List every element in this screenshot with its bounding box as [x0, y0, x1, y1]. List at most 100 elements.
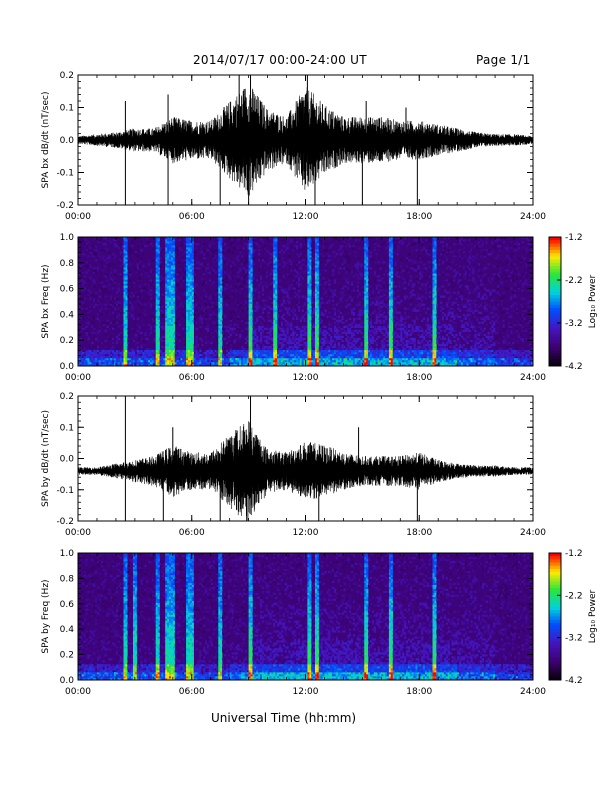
- spectrogram-cell: [297, 363, 301, 367]
- spectrogram-cell: [191, 249, 194, 252]
- spectrogram-cell: [216, 363, 219, 367]
- spectrogram-cell: [157, 357, 160, 361]
- spectrogram-cell: [155, 353, 158, 357]
- spectrogram-cell: [112, 351, 115, 355]
- spectrogram-cell: [172, 341, 175, 345]
- spectrogram-cell: [115, 291, 119, 294]
- spectrogram-cell: [108, 263, 111, 266]
- spectrogram-cell: [119, 273, 122, 276]
- spectrogram-cell: [339, 259, 342, 262]
- spectrogram-cell: [112, 363, 115, 367]
- spectrogram-cell: [87, 337, 90, 341]
- spectrogram-cell: [186, 247, 189, 250]
- spectrogram-cell: [337, 357, 340, 361]
- spectrogram-cell: [275, 307, 278, 310]
- spectrogram-cell: [222, 303, 225, 306]
- spectrogram-cell: [275, 279, 278, 282]
- spectrogram-cell: [180, 361, 183, 365]
- spectrogram-cell: [332, 257, 335, 260]
- spectrogram-cell: [316, 295, 320, 298]
- spectrogram-cell: [218, 275, 221, 278]
- spectrogram-cell: [85, 357, 88, 361]
- spectrogram-cell: [151, 355, 155, 359]
- spectrogram-cell: [248, 363, 251, 367]
- spectrogram-cell: [265, 327, 268, 331]
- spectrogram-cell: [309, 349, 312, 353]
- spectrogram-cell: [159, 357, 162, 361]
- spectrogram-cell: [313, 251, 316, 254]
- spectrogram-cell: [167, 357, 170, 361]
- spectrogram-cell: [286, 307, 289, 310]
- spectrogram-cell: [167, 339, 170, 343]
- spectrogram-cell: [140, 303, 143, 306]
- spectrogram-cell: [297, 277, 301, 280]
- spectrogram-cell: [314, 299, 318, 302]
- spectrogram-cell: [286, 339, 289, 343]
- spectrogram-cell: [114, 277, 117, 280]
- spectrogram-cell: [129, 359, 132, 363]
- spectrogram-cell: [305, 285, 308, 288]
- spectrogram-cell: [169, 265, 172, 268]
- spectrogram-cell: [330, 341, 333, 345]
- spectrogram-cell: [337, 319, 340, 322]
- spectrogram-cell: [197, 263, 200, 266]
- spectrogram-cell: [303, 271, 306, 274]
- spectrogram-cell: [313, 259, 316, 262]
- spectrogram-cell: [292, 237, 295, 240]
- spectrogram-cell: [271, 275, 274, 278]
- spectrogram-cell: [172, 321, 175, 324]
- spectrogram-cell: [127, 313, 130, 316]
- spectrogram-cell: [233, 357, 236, 361]
- spectrogram-cell: [146, 353, 149, 357]
- spectrogram-cell: [296, 253, 299, 256]
- spectrogram-cell: [332, 357, 335, 361]
- spectrogram-cell: [117, 307, 121, 310]
- spectrogram-cell: [157, 241, 160, 244]
- spectrogram-cell: [144, 309, 147, 312]
- spectrogram-cell: [119, 309, 122, 312]
- spectrogram-cell: [189, 307, 193, 310]
- spectrogram-cell: [108, 353, 111, 357]
- spectrogram-cell: [324, 291, 327, 294]
- spectrogram-cell: [309, 345, 312, 349]
- spectrogram-cell: [284, 291, 287, 294]
- spectrogram-cell: [157, 333, 160, 337]
- spectrogram-cell: [335, 295, 339, 298]
- spectrogram-cell: [318, 249, 321, 252]
- spectrogram-cell: [81, 243, 84, 246]
- spectrogram-cell: [165, 283, 168, 286]
- spectrogram-cell: [176, 289, 179, 292]
- spectrogram-cell: [263, 347, 266, 351]
- spectrogram-cell: [104, 363, 107, 367]
- spectrogram-cell: [328, 323, 331, 326]
- spectrogram-cell: [155, 307, 158, 310]
- spectrogram-cell: [195, 271, 198, 274]
- spectrogram-cell: [174, 277, 177, 280]
- spectrogram-cell: [332, 293, 335, 296]
- spectrogram-cell: [203, 259, 206, 262]
- spectrogram-cell: [136, 301, 139, 304]
- spectrogram-cell: [155, 313, 158, 316]
- spectrogram-cell: [242, 237, 246, 240]
- spectrogram-cell: [108, 359, 111, 363]
- spectrogram-cell: [136, 253, 139, 256]
- spectrogram-cell: [222, 331, 225, 335]
- spectrogram-cell: [320, 241, 323, 244]
- spectrogram-cell: [189, 361, 193, 365]
- spectrogram-cell: [320, 283, 323, 286]
- spectrogram-cell: [161, 317, 164, 320]
- spectrogram-cell: [114, 275, 117, 278]
- spectrogram-cell: [186, 353, 189, 357]
- spectrogram-cell: [151, 263, 155, 266]
- spectrogram-cell: [265, 281, 268, 284]
- spectrogram-cell: [311, 337, 314, 341]
- spectrogram-cell: [178, 345, 181, 349]
- spectrogram-cell: [280, 315, 284, 318]
- spectrogram-cell: [273, 335, 276, 339]
- spectrogram-cell: [239, 355, 242, 359]
- spectrogram-cell: [267, 353, 270, 357]
- spectrogram-cell: [169, 353, 172, 357]
- spectrogram-cell: [265, 325, 268, 329]
- spectrogram-cell: [131, 359, 134, 363]
- spectrogram-cell: [132, 357, 136, 361]
